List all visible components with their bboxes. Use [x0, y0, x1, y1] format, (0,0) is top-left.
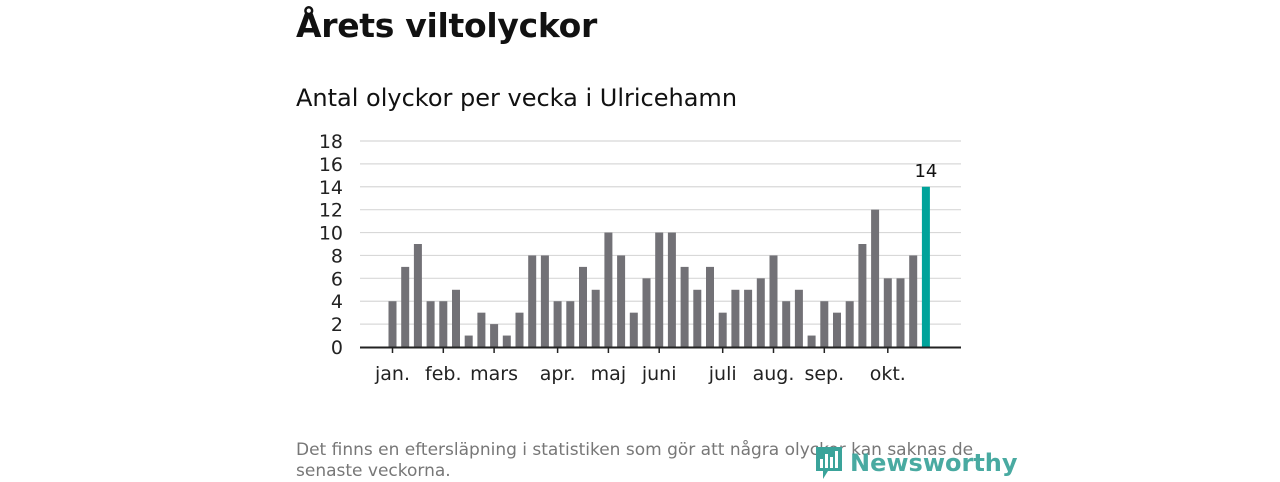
bar	[883, 278, 892, 347]
y-tick-label: 16	[319, 154, 343, 176]
bar	[820, 301, 829, 347]
y-tick-label: 14	[319, 177, 343, 199]
bar	[528, 255, 537, 347]
x-tick-label: juni	[641, 363, 677, 385]
bar	[667, 232, 676, 347]
y-tick-label: 8	[331, 245, 343, 267]
y-tick-label: 4	[331, 291, 343, 313]
x-tick-label: juli	[708, 363, 737, 385]
page-title: Årets viltolyckor	[296, 6, 597, 45]
bar	[871, 209, 880, 347]
bar	[680, 266, 689, 347]
bar	[502, 335, 511, 347]
bar	[794, 289, 803, 347]
bar	[401, 266, 410, 347]
bar	[731, 289, 740, 347]
y-tick-label: 2	[331, 314, 343, 336]
bar	[464, 335, 473, 347]
y-tick-label: 6	[331, 268, 343, 290]
bar	[718, 312, 727, 347]
bar	[515, 312, 524, 347]
bar	[452, 289, 460, 347]
bar	[769, 255, 778, 347]
bar	[617, 255, 626, 347]
x-tick-label: feb.	[425, 363, 461, 385]
bar	[744, 289, 753, 347]
bar	[566, 301, 575, 347]
bar	[655, 232, 664, 347]
bar	[782, 301, 791, 347]
y-tick-label: 0	[331, 337, 343, 359]
bar	[909, 255, 918, 347]
bar	[858, 244, 867, 347]
bar	[845, 301, 854, 347]
bar	[756, 278, 765, 347]
bars	[388, 186, 930, 347]
bar	[553, 301, 562, 347]
brand-logo: Newsworthy	[814, 444, 1018, 482]
bar	[477, 312, 486, 347]
bar	[426, 301, 435, 347]
footnote: Det finns en eftersläpning i statistiken…	[296, 440, 974, 481]
bar	[579, 266, 587, 347]
chart-subtitle: Antal olyckor per vecka i Ulricehamn	[296, 84, 738, 112]
x-tick-label: maj	[591, 363, 626, 385]
y-tick-label: 12	[319, 200, 343, 222]
bar	[591, 289, 600, 347]
x-tick-label: okt.	[870, 363, 906, 385]
brand-name: Newsworthy	[850, 449, 1018, 477]
bar	[490, 324, 499, 347]
highlight-value-label: 14	[914, 161, 937, 182]
data-labels: 14	[914, 161, 937, 182]
bar	[604, 232, 613, 347]
highlight-bar	[921, 186, 930, 347]
bar	[642, 278, 651, 347]
bar	[706, 266, 714, 347]
bar	[833, 312, 841, 347]
newsworthy-logo-icon	[816, 447, 842, 479]
x-tick-label: sep.	[804, 363, 844, 385]
x-tick-label: apr.	[540, 363, 576, 385]
bar	[896, 278, 905, 347]
y-tick-label: 18	[319, 131, 343, 153]
x-tick-label: jan.	[374, 363, 410, 385]
bar	[439, 301, 448, 347]
y-tick-label: 10	[319, 223, 343, 245]
x-axis: jan. feb. mars apr. maj juni juli aug. sep. okt.	[360, 346, 961, 385]
bar	[388, 301, 397, 347]
bar	[693, 289, 702, 347]
bar	[540, 255, 549, 347]
bar	[413, 244, 422, 347]
x-tick-label: mars	[470, 363, 518, 385]
bar	[807, 335, 816, 347]
x-tick-label: aug.	[753, 363, 795, 385]
bar	[629, 312, 638, 347]
